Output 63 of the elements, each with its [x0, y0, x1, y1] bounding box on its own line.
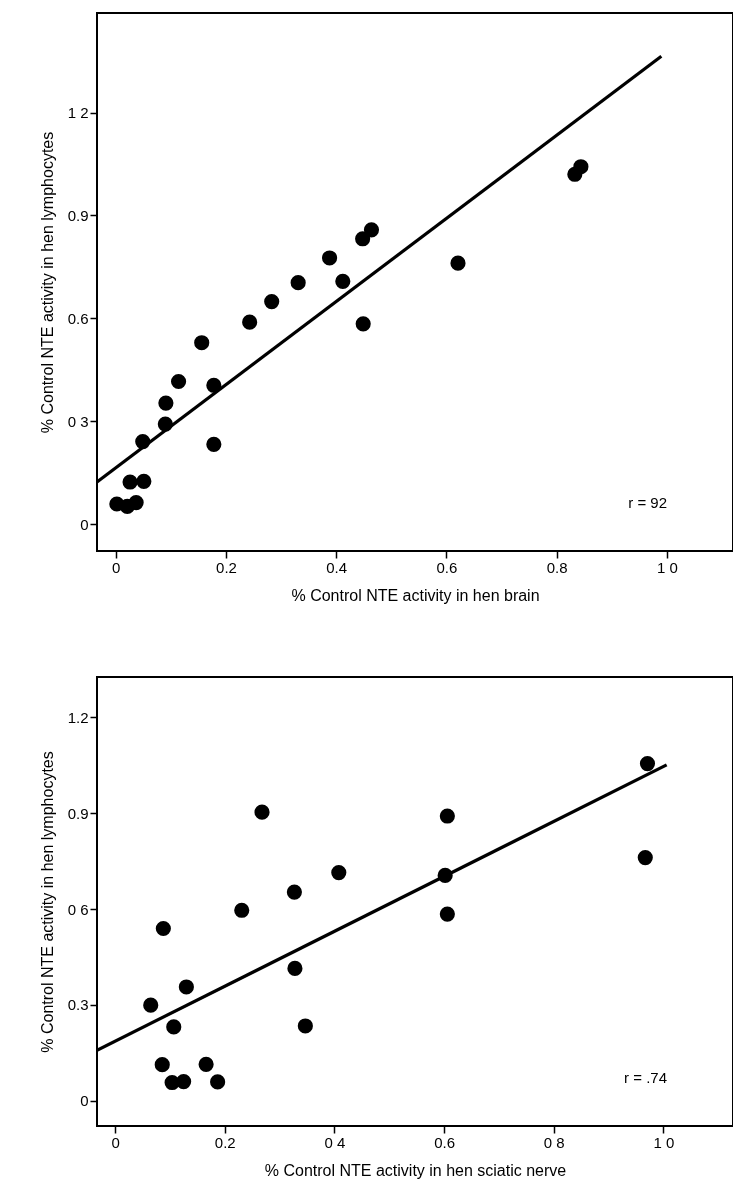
point [136, 473, 152, 489]
y-tick-label: 0.9 [67, 206, 89, 224]
point [254, 804, 270, 820]
x-tick-label: 0.8 [546, 558, 568, 576]
point [439, 808, 455, 824]
point [176, 1074, 192, 1090]
x-tick-label: 1 0 [656, 558, 678, 576]
y-tick-label: 1 2 [67, 104, 89, 121]
point [355, 231, 371, 247]
x-tick-label: 0 4 [324, 1133, 346, 1151]
point [170, 373, 187, 390]
annotation: r = .74 [624, 1069, 667, 1086]
y-axis-title: % Control NTE activity in hen lymphocytes [38, 751, 56, 1053]
point [297, 1018, 313, 1034]
annotation: r = 92 [628, 494, 667, 511]
point [143, 997, 159, 1013]
point [178, 979, 194, 995]
x-tick-label: 0.4 [326, 558, 348, 576]
point [158, 395, 174, 411]
x-tick-label: 0.6 [434, 1133, 455, 1151]
point [234, 902, 250, 918]
y-tick-label: 1.2 [67, 708, 89, 726]
point [198, 1056, 214, 1072]
point [210, 1074, 226, 1090]
point [154, 1057, 170, 1073]
x-tick-label: 0 [112, 558, 121, 576]
x-tick-label: 0.2 [214, 1133, 236, 1151]
x-tick-label: 1 0 [653, 1133, 675, 1151]
y-tick-label: 0.9 [67, 804, 89, 822]
x-tick-label: 0 [111, 1133, 120, 1151]
point [335, 273, 351, 289]
x-axis-title: % Control NTE activity in hen brain [291, 586, 540, 604]
x-tick-label: 0.2 [216, 558, 237, 576]
y-tick-label: 0 6 [67, 900, 89, 918]
x-tick-label: 0 8 [543, 1133, 565, 1151]
x-tick-label: 0.6 [436, 558, 458, 576]
point [290, 275, 306, 291]
y-tick-label: 0.3 [67, 996, 89, 1014]
point [321, 250, 338, 266]
y-axis-title: % Control NTE activity in hen lymphocytes [38, 131, 56, 434]
point [155, 920, 171, 937]
point [450, 255, 466, 271]
y-tick-label: 0 [80, 515, 89, 533]
point [206, 436, 222, 452]
point [286, 884, 302, 900]
point [122, 474, 138, 490]
point [331, 865, 347, 881]
point [264, 293, 280, 310]
point [194, 335, 210, 351]
x-axis-title: % Control NTE activity in hen sciatic nerve [264, 1161, 567, 1179]
y-tick-label: 0.6 [67, 309, 89, 327]
point [637, 849, 653, 866]
y-tick-label: 0 [80, 1092, 89, 1110]
y-tick-label: 0 3 [67, 412, 89, 430]
point [355, 316, 371, 332]
point [166, 1019, 182, 1035]
point [242, 314, 258, 330]
point [439, 906, 455, 922]
point [128, 495, 144, 511]
point [639, 756, 656, 772]
point [287, 960, 303, 977]
point [363, 222, 380, 238]
point [573, 159, 589, 175]
